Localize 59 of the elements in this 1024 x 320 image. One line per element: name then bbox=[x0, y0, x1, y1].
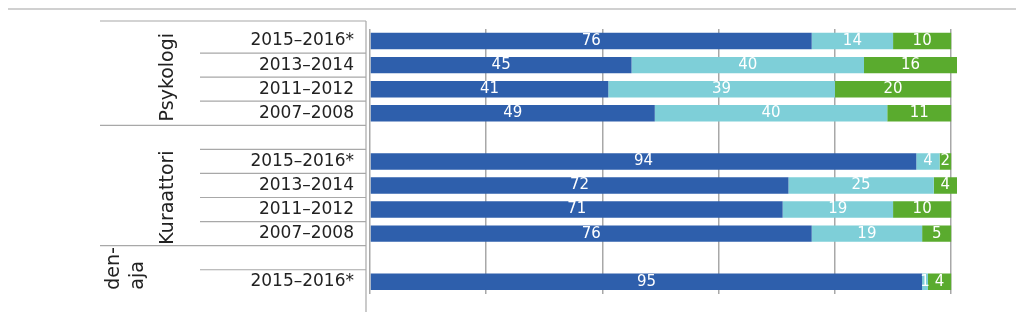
data-label: 40 bbox=[761, 103, 781, 122]
data-label: 5 bbox=[931, 223, 942, 242]
y-tick-label: 2015–2016* bbox=[250, 149, 354, 170]
data-label: 49 bbox=[503, 103, 523, 122]
data-label: 19 bbox=[828, 199, 848, 218]
data-label: 19 bbox=[857, 223, 877, 242]
data-label: 76 bbox=[581, 30, 601, 49]
data-label: 94 bbox=[633, 151, 654, 170]
data-label: 20 bbox=[883, 79, 903, 98]
y-tick-label: 2015–2016* bbox=[250, 270, 354, 291]
bar bbox=[370, 56, 632, 74]
y-tick-label: 2011–2012 bbox=[258, 77, 354, 98]
bar bbox=[370, 80, 609, 98]
data-label: 10 bbox=[912, 199, 932, 218]
data-label: 16 bbox=[900, 55, 921, 73]
bar bbox=[922, 225, 952, 242]
bar bbox=[631, 56, 865, 74]
y-tick-label: 2013–2014 bbox=[258, 53, 354, 74]
data-label: 4 bbox=[940, 175, 951, 194]
bar bbox=[608, 80, 835, 98]
data-label: 76 bbox=[581, 223, 601, 242]
y-tick-label: 2007–2008 bbox=[258, 101, 354, 122]
bar bbox=[370, 177, 789, 194]
data-label: 4 bbox=[923, 151, 933, 170]
data-label: 39 bbox=[712, 79, 732, 98]
bar bbox=[834, 80, 952, 98]
data-label: 11 bbox=[909, 103, 929, 122]
data-label: 10 bbox=[912, 30, 932, 49]
data-label: 40 bbox=[738, 55, 758, 73]
bar bbox=[370, 153, 917, 170]
data-label: 4 bbox=[934, 271, 945, 290]
data-label: 72 bbox=[570, 175, 590, 194]
bar bbox=[916, 153, 940, 170]
bar bbox=[811, 225, 923, 242]
data-label: 2 bbox=[940, 151, 951, 170]
bar bbox=[370, 105, 655, 122]
y-tick-label: 2015–2016* bbox=[250, 29, 354, 50]
bar bbox=[893, 201, 952, 218]
bar bbox=[654, 105, 888, 122]
data-label: 14 bbox=[842, 30, 862, 49]
y-tick-label: 2011–2012 bbox=[258, 197, 354, 218]
data-label: 71 bbox=[567, 199, 587, 218]
bar bbox=[370, 225, 812, 242]
data-label: 25 bbox=[851, 175, 871, 194]
text: den- aja bbox=[100, 247, 147, 290]
y-tick-label: 2007–2008 bbox=[258, 222, 354, 243]
data-label: 95 bbox=[636, 271, 656, 290]
bar bbox=[370, 201, 783, 218]
data-label: 41 bbox=[479, 79, 500, 98]
bar bbox=[370, 32, 812, 50]
data-label: 45 bbox=[491, 55, 511, 73]
text: Kuraattori bbox=[154, 150, 177, 245]
y-tick-label: 2013–2014 bbox=[258, 173, 354, 194]
bar bbox=[864, 56, 957, 74]
bar bbox=[788, 177, 934, 194]
bar bbox=[887, 105, 952, 122]
bar bbox=[370, 273, 923, 290]
text: Psykologi bbox=[154, 32, 177, 122]
bar bbox=[782, 201, 894, 218]
